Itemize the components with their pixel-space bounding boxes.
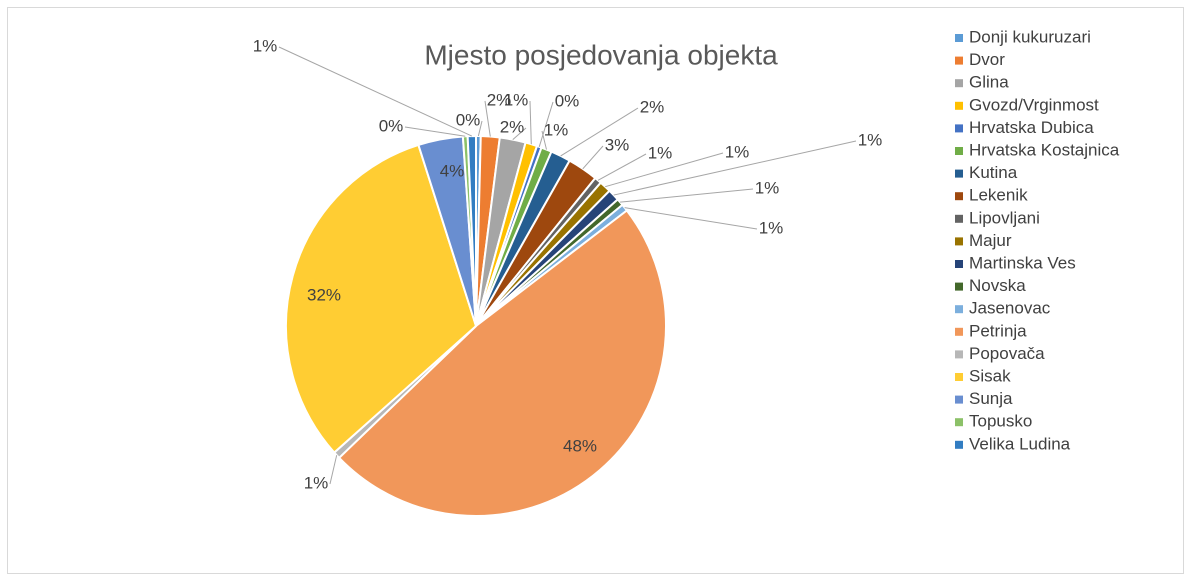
leader-line xyxy=(512,127,527,140)
data-label: 1% xyxy=(304,473,329,492)
legend-label: Dvor xyxy=(969,50,1005,69)
legend-swatch xyxy=(955,56,963,65)
leader-line xyxy=(597,153,647,181)
data-label: 0% xyxy=(379,116,404,135)
data-label: 1% xyxy=(755,178,780,197)
legend-label: Sunja xyxy=(969,389,1013,408)
legend-swatch xyxy=(955,237,963,246)
legend-label: Donji kukuruzari xyxy=(969,27,1091,46)
data-label: 1% xyxy=(858,130,883,149)
data-label: 1% xyxy=(544,120,569,139)
legend-swatch xyxy=(955,214,963,223)
data-label: 1% xyxy=(504,90,529,109)
data-label: 0% xyxy=(555,91,580,110)
leader-line xyxy=(605,152,724,188)
legend-label: Novska xyxy=(969,276,1026,295)
data-label: 1% xyxy=(253,36,278,55)
legend-swatch xyxy=(955,34,963,42)
data-label: 2% xyxy=(500,117,525,136)
legend-label: Kutina xyxy=(969,163,1018,182)
legend-swatch xyxy=(955,169,963,178)
legend-label: Hrvatska Dubica xyxy=(969,118,1094,137)
legend-label: Jasenovac xyxy=(969,299,1051,318)
legend-swatch xyxy=(955,373,963,381)
data-label: 2% xyxy=(487,90,512,109)
pie-slice xyxy=(337,209,668,517)
legend-label: Velika Ludina xyxy=(969,434,1071,453)
legend-swatch xyxy=(955,282,963,291)
legend-label: Gvozd/Vrginmost xyxy=(969,95,1099,114)
legend-swatch xyxy=(955,192,963,201)
leader-line xyxy=(541,130,547,150)
leader-line xyxy=(329,455,338,485)
legend-swatch xyxy=(955,440,963,449)
data-label: 1% xyxy=(759,218,784,237)
data-label: 32% xyxy=(307,285,341,304)
legend-swatch xyxy=(955,350,963,359)
legend-swatch xyxy=(955,395,963,404)
leader-line xyxy=(278,46,473,137)
data-label: 4% xyxy=(440,161,465,180)
data-label: 48% xyxy=(563,436,597,455)
legend-label: Majur xyxy=(969,231,1012,250)
leader-line xyxy=(484,100,491,137)
leader-line xyxy=(538,101,554,147)
leader-line xyxy=(560,107,639,157)
legend-label: Topusko xyxy=(969,412,1032,431)
legend-label: Popovača xyxy=(969,344,1045,363)
legend-swatch xyxy=(955,79,963,88)
legend-swatch xyxy=(955,101,963,110)
data-label: 2% xyxy=(640,97,665,116)
legend-swatch xyxy=(955,327,963,336)
pie-slice xyxy=(285,143,478,454)
chart-title: Mjesto posjedovanja objekta xyxy=(424,39,778,70)
legend-label: Martinska Ves xyxy=(969,253,1076,272)
legend-label: Petrinja xyxy=(969,321,1027,340)
legend-label: Lipovljani xyxy=(969,208,1040,227)
leader-line xyxy=(477,120,483,137)
legend-label: Hrvatska Kostajnica xyxy=(969,140,1120,159)
leader-line xyxy=(613,140,857,196)
leader-line xyxy=(582,145,604,170)
legend-swatch xyxy=(955,418,963,427)
leader-line xyxy=(624,207,758,230)
data-label: 3% xyxy=(605,135,630,154)
legend-label: Glina xyxy=(969,73,1009,92)
legend-swatch xyxy=(955,305,963,314)
legend-swatch xyxy=(955,147,963,155)
leader-line xyxy=(529,100,532,145)
data-label: 0% xyxy=(456,110,481,129)
leader-line xyxy=(620,188,754,203)
legend-label: Lekenik xyxy=(969,186,1028,205)
data-label: 1% xyxy=(648,143,673,162)
legend-swatch xyxy=(955,124,963,133)
pie-slice xyxy=(466,134,477,327)
legend-swatch xyxy=(955,260,963,268)
legend-label: Sisak xyxy=(969,366,1011,385)
data-label: 1% xyxy=(725,142,750,161)
leader-line xyxy=(404,126,466,137)
